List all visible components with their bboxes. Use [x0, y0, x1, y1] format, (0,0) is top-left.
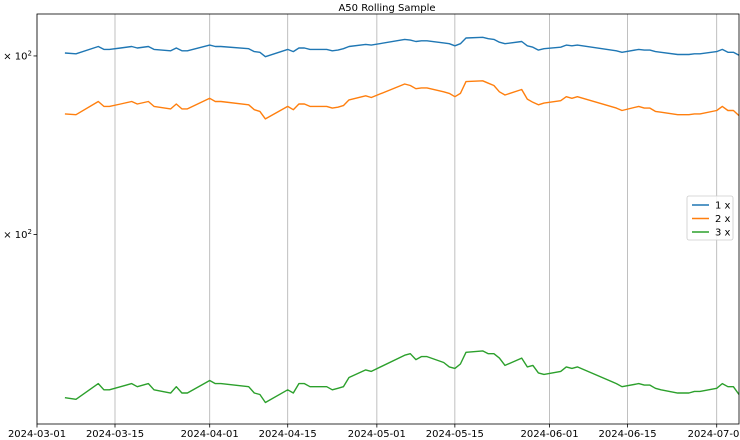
- x-tick-label: 2024-06-15: [599, 429, 657, 440]
- series-line-1: [64, 36, 740, 58]
- legend: 1 x 2 x 3 x: [686, 195, 734, 241]
- legend-box: [686, 195, 734, 241]
- legend-label: 2 x: [715, 214, 731, 225]
- series-line-2: [64, 80, 740, 120]
- x-tick-label: 2024-04-15: [259, 429, 317, 440]
- series-lines: [64, 36, 740, 404]
- x-tick-label: 2024-06-01: [521, 429, 579, 440]
- series-line-3: [64, 350, 740, 404]
- legend-label: 1 x: [715, 201, 731, 212]
- y-axis: 2 × 102 3 × 102: [0, 49, 37, 241]
- grid-lines: [36, 14, 718, 424]
- x-tick-label: 2024-05-01: [348, 429, 406, 440]
- x-tick-label: 2024-05-15: [426, 429, 484, 440]
- y-tick-label: 3 × 102: [0, 49, 32, 62]
- x-tick-label: 2024-03-01: [8, 429, 66, 440]
- legend-label: 3 x: [715, 228, 731, 239]
- plot-frame: [36, 13, 740, 425]
- chart-title: A50 Rolling Sample: [338, 3, 435, 14]
- x-tick-label: 2024-07-01: [688, 429, 740, 440]
- y-tick-label: 2 × 102: [0, 228, 32, 241]
- x-tick-label: 2024-03-15: [86, 429, 144, 440]
- x-axis: 2024-03-01 2024-03-15 2024-04-01 2024-04-15…: [8, 424, 740, 440]
- x-tick-label: 2024-04-01: [181, 429, 239, 440]
